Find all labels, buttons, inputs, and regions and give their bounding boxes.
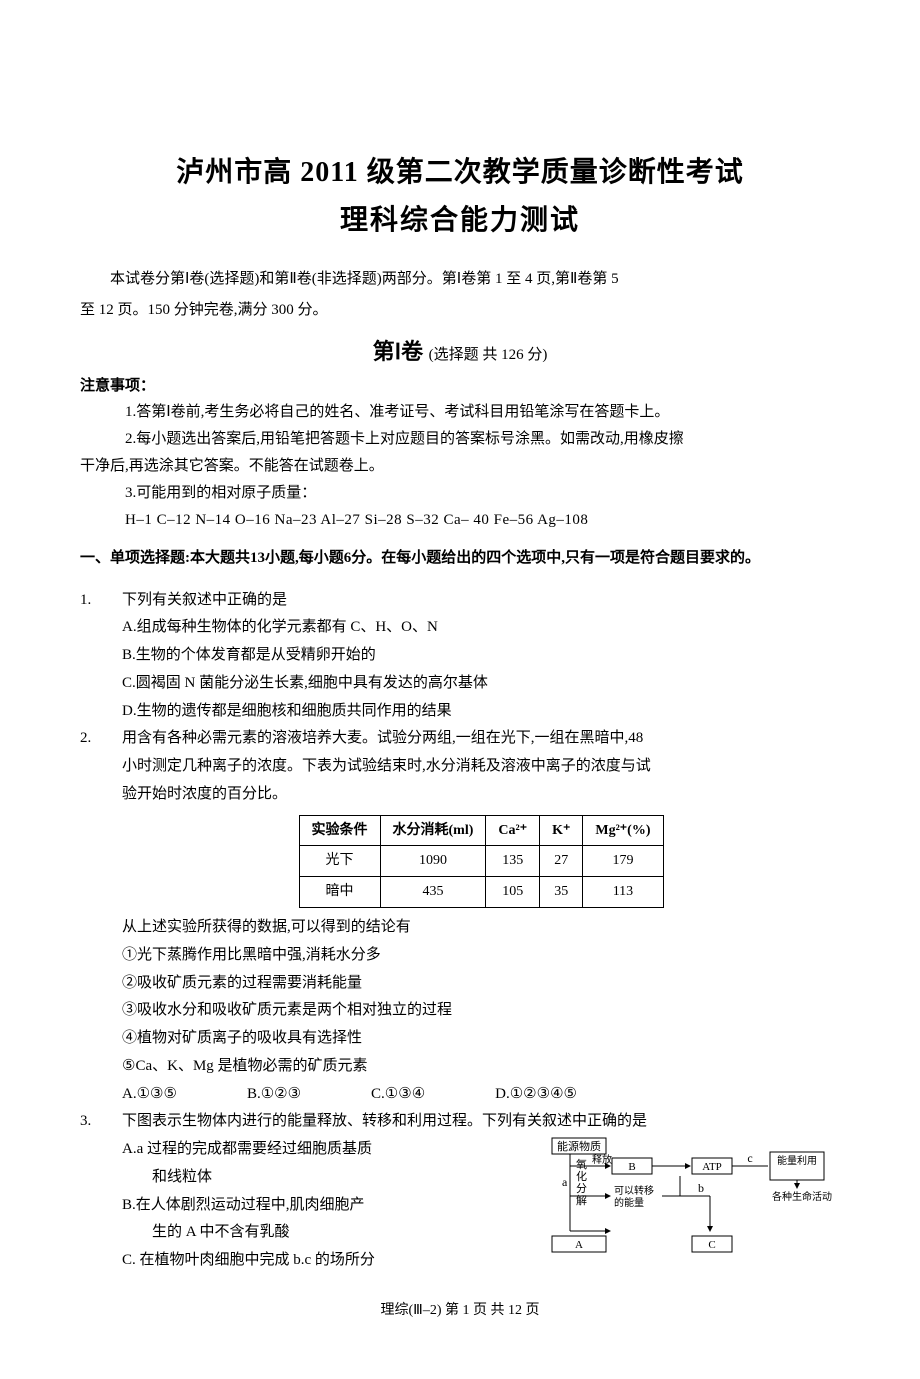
q3-stem: 下图表示生物体内进行的能量释放、转移和利用过程。下列有关叙述中正确的是 <box>122 1108 840 1136</box>
notice-heading: 注意事项： <box>80 374 840 395</box>
cell: 113 <box>583 877 663 908</box>
q1-option-b: B.生物的个体发育都是从受精卵开始的 <box>122 642 840 670</box>
q2-after-table: 从上述实验所获得的数据,可以得到的结论有 <box>122 914 840 942</box>
q2-circ-5: ⑤Ca、K、Mg 是植物必需的矿质元素 <box>122 1053 840 1081</box>
cell: 179 <box>583 846 663 877</box>
section-1-instruction: 一、单项选择题:本大题共13小题,每小题6分。在每小题给出的四个选项中,只有一项… <box>80 544 840 573</box>
note-2a: 2.每小题选出答案后,用铅笔把答题卡上对应题目的答案标号涂黑。如需改动,用橡皮擦 <box>80 426 840 453</box>
q1-stem: 下列有关叙述中正确的是 <box>122 587 840 615</box>
note-1: 1.答第Ⅰ卷前,考生务必将自己的姓名、准考证号、考试科目用铅笔涂写在答题卡上。 <box>80 399 840 426</box>
q2-stem-1: 用含有各种必需元素的溶液培养大麦。试验分两组,一组在光下,一组在黑暗中,48 <box>122 725 840 753</box>
question-3: 3. 下图表示生物体内进行的能量释放、转移和利用过程。下列有关叙述中正确的是 A… <box>80 1108 840 1275</box>
svg-text:解: 解 <box>576 1193 587 1207</box>
q2-choice-a: A.①③⑤ <box>122 1081 177 1109</box>
q3-option-c-1: C. 在植物叶肉细胞中完成 b.c 的场所分 <box>122 1247 538 1275</box>
part1-label: 第Ⅰ卷 <box>373 339 424 364</box>
q2-choices: A.①③⑤ B.①②③ C.①③④ D.①②③④⑤ <box>122 1081 840 1109</box>
cell: 1090 <box>380 846 486 877</box>
title-main: 泸州市高 2011 级第二次教学质量诊断性考试 <box>80 150 840 190</box>
diagram-transfer-1: 可以转移 <box>614 1184 654 1197</box>
q1-option-a: A.组成每种生物体的化学元素都有 C、H、O、N <box>122 614 840 642</box>
q2-circ-2: ②吸收矿质元素的过程需要消耗能量 <box>122 970 840 998</box>
q2-data-table: 实验条件 水分消耗(ml) Ca²⁺ K⁺ Mg²⁺(%) 光下 1090 13… <box>299 815 664 909</box>
cell: 暗中 <box>299 877 380 908</box>
diagram-energy-use: 能量利用 <box>777 1154 817 1167</box>
th-water: 水分消耗(ml) <box>380 815 486 846</box>
part1-title: 第Ⅰ卷 (选择题 共 126 分) <box>80 334 840 366</box>
cell: 35 <box>540 877 583 908</box>
title-sub: 理科综合能力测试 <box>80 198 840 238</box>
exam-page: 泸州市高 2011 级第二次教学质量诊断性考试 理科综合能力测试 本试卷分第Ⅰ卷… <box>0 0 920 1379</box>
q3-number: 3. <box>80 1108 122 1275</box>
note-3: 3.可能用到的相对原子质量： <box>80 480 840 507</box>
svg-text:化: 化 <box>576 1169 587 1183</box>
cell: 435 <box>380 877 486 908</box>
question-1: 1. 下列有关叙述中正确的是 A.组成每种生物体的化学元素都有 C、H、O、N … <box>80 587 840 726</box>
q3-option-a-1: A.a 过程的完成都需要经过细胞质基质 <box>122 1136 538 1164</box>
q2-stem-2: 小时测定几种离子的浓度。下表为试验结束时,水分消耗及溶液中离子的浓度与试 <box>122 753 840 781</box>
diagram-oxid-1: 氧 <box>576 1157 587 1171</box>
question-2: 2. 用含有各种必需元素的溶液培养大麦。试验分两组,一组在光下,一组在黑暗中,4… <box>80 725 840 1108</box>
q2-choice-d: D.①②③④⑤ <box>495 1081 577 1109</box>
diagram-b-box: B <box>628 1161 635 1173</box>
q3-option-b-1: B.在人体剧烈运动过程中,肌肉细胞产 <box>122 1192 538 1220</box>
table-header-row: 实验条件 水分消耗(ml) Ca²⁺ K⁺ Mg²⁺(%) <box>299 815 663 846</box>
diagram-activities: 各种生命活动 <box>772 1190 832 1203</box>
q1-number: 1. <box>80 587 122 726</box>
svg-text:分: 分 <box>576 1182 587 1195</box>
diagram-a-box: A <box>575 1239 583 1251</box>
diagram-b: b <box>698 1181 704 1195</box>
intro-line-1: 本试卷分第Ⅰ卷(选择题)和第Ⅱ卷(非选择题)两部分。第Ⅰ卷第 1 至 4 页,第… <box>80 266 840 293</box>
cell: 27 <box>540 846 583 877</box>
cell: 光下 <box>299 846 380 877</box>
part1-paren: (选择题 共 126 分) <box>429 347 548 363</box>
note-2b: 干净后,再选涂其它答案。不能答在试题卷上。 <box>80 453 840 480</box>
atomic-masses: H–1 C–12 N–14 O–16 Na–23 Al–27 Si–28 S–3… <box>80 507 840 534</box>
diagram-a: a <box>562 1175 568 1189</box>
table-row: 暗中 435 105 35 113 <box>299 877 663 908</box>
th-ca: Ca²⁺ <box>486 815 540 846</box>
th-mg: Mg²⁺(%) <box>583 815 663 846</box>
q2-circ-3: ③吸收水分和吸收矿质元素是两个相对独立的过程 <box>122 997 840 1025</box>
q2-circ-1: ①光下蒸腾作用比黑暗中强,消耗水分多 <box>122 942 840 970</box>
th-k: K⁺ <box>540 815 583 846</box>
diagram-release: 释放 <box>592 1153 612 1166</box>
table-row: 光下 1090 135 27 179 <box>299 846 663 877</box>
q2-choice-b: B.①②③ <box>247 1081 301 1109</box>
diagram-atp: ATP <box>702 1161 722 1173</box>
q2-circ-4: ④植物对矿质离子的吸收具有选择性 <box>122 1025 840 1053</box>
th-condition: 实验条件 <box>299 815 380 846</box>
q1-option-c: C.圆褐固 N 菌能分泌生长素,细胞中具有发达的高尔基体 <box>122 670 840 698</box>
diagram-energy-source: 能源物质 <box>557 1139 601 1153</box>
q3-option-a-2: 和线粒体 <box>122 1164 538 1192</box>
q3-diagram: 能源物质 氧 化 分 解 a 释放 <box>550 1136 840 1275</box>
cell: 105 <box>486 877 540 908</box>
q2-choice-c: C.①③④ <box>371 1081 425 1109</box>
diagram-c: c <box>747 1151 752 1165</box>
q3-option-b-2: 生的 A 中不含有乳酸 <box>122 1219 538 1247</box>
intro-line-2: 至 12 页。150 分钟完卷,满分 300 分。 <box>80 297 840 324</box>
diagram-transfer-2: 的能量 <box>614 1196 644 1209</box>
diagram-c-box: C <box>708 1239 715 1251</box>
q2-number: 2. <box>80 725 122 1108</box>
q1-option-d: D.生物的遗传都是细胞核和细胞质共同作用的结果 <box>122 698 840 726</box>
q2-stem-3: 验开始时浓度的百分比。 <box>122 781 840 809</box>
cell: 135 <box>486 846 540 877</box>
